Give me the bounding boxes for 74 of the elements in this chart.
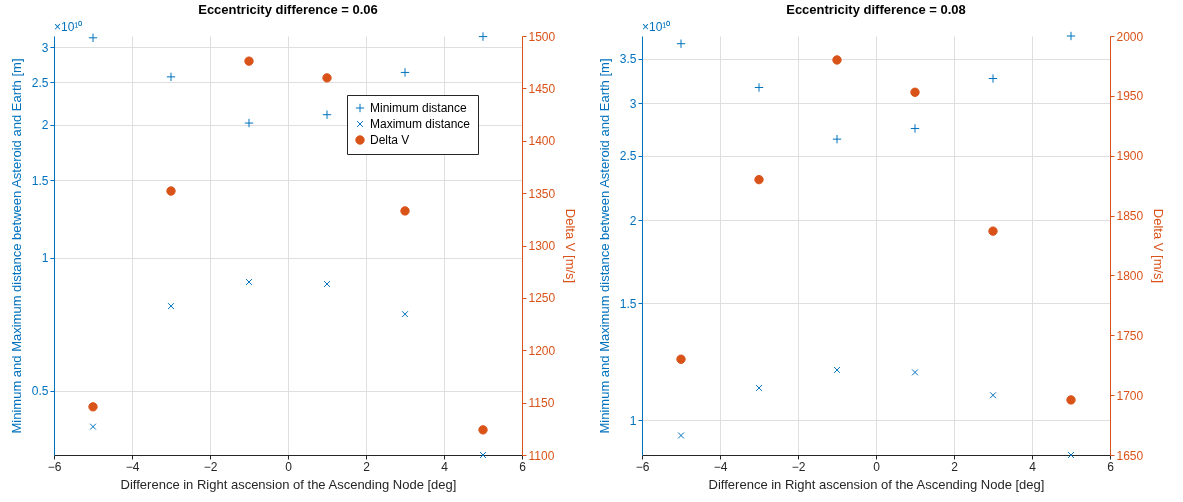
point xyxy=(911,368,919,376)
x-tick-label: −4 xyxy=(713,459,728,474)
y2-tick-label: 1200 xyxy=(528,343,556,358)
point xyxy=(322,110,332,120)
y2-axis-title: Delta V [m/s] xyxy=(563,208,579,284)
point xyxy=(244,118,254,128)
y-tick-label: 3.5 xyxy=(619,52,637,67)
point xyxy=(166,72,176,82)
x-tick-label: 2 xyxy=(363,459,371,474)
point xyxy=(88,33,98,43)
text: ×10¹⁰ xyxy=(54,20,83,34)
y-tick-label: 2 xyxy=(41,118,49,133)
point xyxy=(1066,31,1076,41)
x-tick-label: 0 xyxy=(873,459,881,474)
point xyxy=(989,391,997,399)
y-tick-label: 1 xyxy=(629,413,637,428)
y2-tick-label: 1950 xyxy=(1116,89,1144,104)
y2-tick-label: 1400 xyxy=(528,134,556,149)
y-tick-label: 2.5 xyxy=(619,149,637,164)
x-tick-label: −6 xyxy=(47,459,62,474)
point xyxy=(478,31,488,42)
x-tick-label: 4 xyxy=(441,459,449,474)
y2-tick-label: 1750 xyxy=(1116,328,1144,343)
x-tick-label: 6 xyxy=(1107,459,1115,474)
point xyxy=(400,67,410,78)
x-tick-label: 2 xyxy=(951,459,959,474)
y-tick-label: 1.5 xyxy=(31,173,49,188)
y2-tick-label: 1300 xyxy=(528,239,556,253)
x-tick-label: 0 xyxy=(285,459,293,474)
y-tick-label: 3 xyxy=(41,40,49,55)
y2-tick-label: 1700 xyxy=(1116,388,1144,403)
y2-tick-label: 1900 xyxy=(1116,149,1144,164)
y2-tick-label: 1350 xyxy=(528,186,556,201)
point xyxy=(167,302,175,310)
y2-tick-label: 1450 xyxy=(528,81,556,96)
chart-title: Eccentricity difference = 0.08 xyxy=(786,2,966,17)
legend-label: Minimum distance xyxy=(370,101,468,115)
point xyxy=(832,134,842,144)
legend-label: Maximum distance xyxy=(370,117,471,131)
y-tick-label: 2 xyxy=(629,213,637,228)
text: ×10¹⁰ xyxy=(642,20,671,34)
point xyxy=(988,73,998,84)
x-tick-label: 4 xyxy=(1029,459,1037,474)
x-tick-label: 6 xyxy=(519,459,527,474)
point xyxy=(401,310,409,318)
point xyxy=(754,82,764,93)
y-axis-title: Minimum and Maximum distance between Asteroid and Earth [m] xyxy=(596,58,612,434)
legend-label: Delta V xyxy=(370,133,410,147)
x-axis-title: Difference in Right ascension of the Ascending Node [deg] xyxy=(120,476,457,492)
y2-tick-label: 1500 xyxy=(528,29,556,44)
y-axis-title: Minimum and Maximum distance between Asteroid and Earth [m] xyxy=(8,58,24,434)
y-tick-label: 0.5 xyxy=(31,384,49,399)
y2-tick-label: 1800 xyxy=(1116,268,1144,283)
point xyxy=(676,39,686,49)
y-tick-label: 1 xyxy=(41,251,49,266)
y2-tick-label: 1150 xyxy=(528,396,555,411)
x-tick-label: −6 xyxy=(635,459,650,474)
y2-tick-label: 1850 xyxy=(1116,209,1144,224)
y2-tick-label: 2000 xyxy=(1116,29,1144,44)
y2-axis-title: Delta V [m/s] xyxy=(1151,208,1167,284)
x-tick-label: −2 xyxy=(791,459,806,474)
x-tick-label: −4 xyxy=(125,459,140,474)
y-tick-label: 3 xyxy=(629,96,637,111)
y2-tick-label: 1250 xyxy=(528,291,556,306)
y2-tick-label: 1100 xyxy=(528,448,555,463)
y2-tick-label: 1650 xyxy=(1116,448,1144,463)
x-tick-label: −2 xyxy=(203,459,218,474)
y-tick-label: 2.5 xyxy=(31,75,49,90)
point xyxy=(89,423,97,431)
point xyxy=(677,432,685,439)
x-axis-title: Difference in Right ascension of the Ascending Node [deg] xyxy=(708,476,1045,492)
point xyxy=(910,123,920,134)
chart-title: Eccentricity difference = 0.06 xyxy=(198,2,378,17)
y-tick-label: 1.5 xyxy=(619,296,637,311)
